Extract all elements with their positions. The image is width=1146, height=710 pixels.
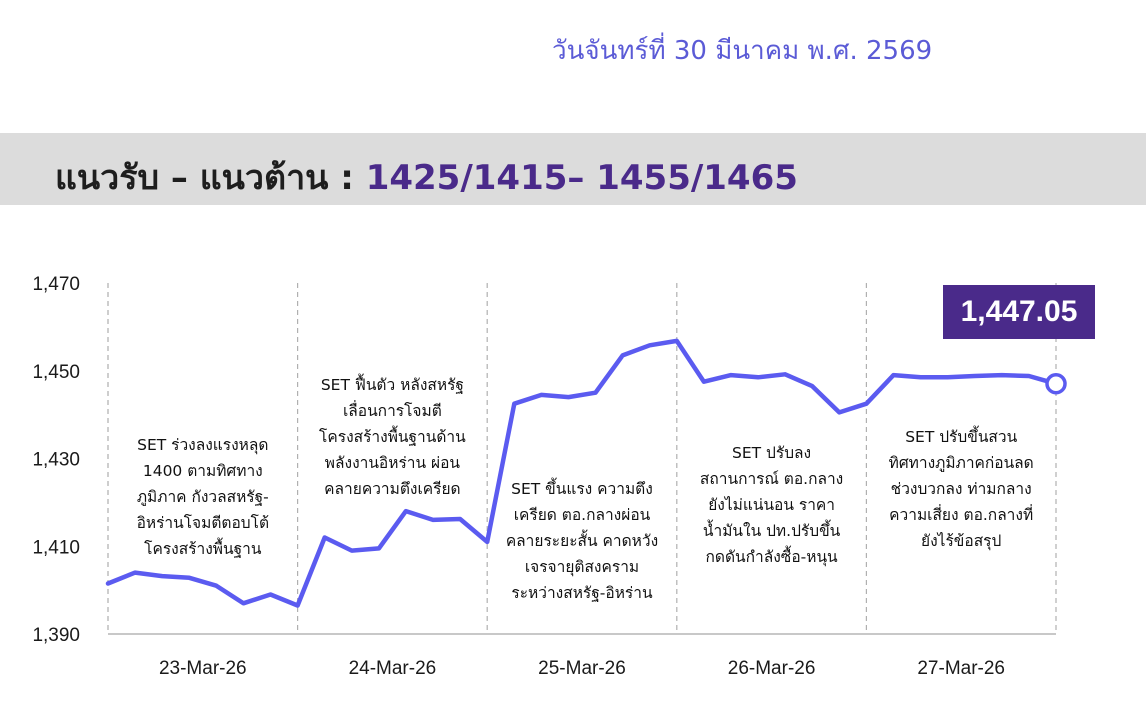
- annotation-line: ความเสี่ยง ตอ.กลางที่: [889, 506, 1034, 524]
- annotation-line: โครงสร้างพื้นฐาน: [144, 540, 262, 558]
- last-point-marker: [1045, 372, 1067, 395]
- x-tick-label: 23-Mar-26: [159, 658, 247, 679]
- annotation-line: คลายความตึงเครียด: [324, 480, 461, 498]
- annotation-line: คลายระยะสั้น คาดหวัง: [505, 532, 659, 550]
- x-tick-label: 26-Mar-26: [728, 658, 816, 679]
- annotation-line: 1400 ตามทิศทาง: [142, 462, 263, 480]
- day-annotation: SET ปรับลงสถานการณ์ ตอ.กลางยังไม่แน่นอน …: [677, 440, 867, 570]
- day-annotation: SET ฟื้นตัว หลังสหรัฐเลื่อนการโจมตีโครงส…: [298, 372, 488, 502]
- annotation-line: โครงสร้างพื้นฐานด้าน: [319, 428, 466, 446]
- annotation-line: ช่วงบวกลง ท่ามกลาง: [890, 480, 1032, 498]
- last-value-label: 1,447.05: [943, 285, 1095, 339]
- annotation-line: SET ปรับลง: [732, 444, 812, 462]
- x-tick-label: 27-Mar-26: [917, 658, 1005, 679]
- y-tick-label: 1,410: [32, 537, 80, 558]
- support-resistance-banner: แนวรับ – แนวต้าน : 1425/1415– 1455/1465: [55, 150, 798, 204]
- day-annotation: SET ร่วงลงแรงหลุด 1400 ตามทิศทางภูมิภาค ก…: [108, 432, 298, 562]
- banner-levels: 1425/1415– 1455/1465: [365, 158, 798, 198]
- annotation-line: SET ร่วงลงแรงหลุด: [137, 436, 269, 454]
- banner-label: แนวรับ – แนวต้าน :: [55, 158, 366, 198]
- y-tick-label: 1,470: [32, 274, 80, 295]
- day-annotation: SET ขึ้นแรง ความตึงเครียด ตอ.กลางผ่อนคลา…: [487, 476, 677, 606]
- annotation-line: เลื่อนการโจมตี: [342, 402, 442, 420]
- report-date: วันจันทร์ที่ 30 มีนาคม พ.ศ. 2569: [552, 36, 933, 66]
- x-tick-label: 24-Mar-26: [349, 658, 437, 679]
- annotation-line: อิหร่านโจมตีตอบโต้: [136, 514, 270, 532]
- annotation-line: ยังไม่แน่นอน ราคา: [708, 496, 835, 514]
- annotation-line: พลังงานอิหร่าน ผ่อน: [324, 454, 460, 472]
- series-line: [105, 338, 1059, 608]
- annotation-line: ภูมิภาค กังวลสหรัฐ-: [136, 488, 269, 506]
- day-annotation: SET ปรับขึ้นสวนทิศทางภูมิภาคก่อนลดช่วงบว…: [866, 424, 1056, 554]
- annotation-line: เครียด ตอ.กลางผ่อน: [513, 506, 651, 524]
- annotation-line: เจรจายุติสงคราม: [524, 558, 640, 576]
- annotation-line: ระหว่างสหรัฐ-อิหร่าน: [511, 584, 653, 602]
- y-tick-label: 1,390: [32, 625, 80, 646]
- annotation-line: SET ปรับขึ้นสวน: [905, 428, 1018, 446]
- annotation-line: SET ฟื้นตัว หลังสหรัฐ: [320, 376, 464, 394]
- annotation-line: กดดันกำลังซื้อ-หนุน: [705, 548, 838, 566]
- annotation-line: SET ขึ้นแรง ความตึง: [511, 480, 653, 498]
- annotation-line: สถานการณ์ ตอ.กลาง: [699, 470, 844, 488]
- y-tick-label: 1,450: [32, 362, 80, 383]
- x-tick-label: 25-Mar-26: [538, 658, 626, 679]
- y-tick-label: 1,430: [32, 450, 80, 471]
- annotation-line: ทิศทางภูมิภาคก่อนลด: [888, 454, 1034, 472]
- banner-background: [0, 133, 1146, 205]
- annotation-line: น้ำมันใน ปท.ปรับขึ้น: [702, 522, 841, 540]
- annotation-line: ยังไร้ข้อสรุป: [921, 532, 1002, 550]
